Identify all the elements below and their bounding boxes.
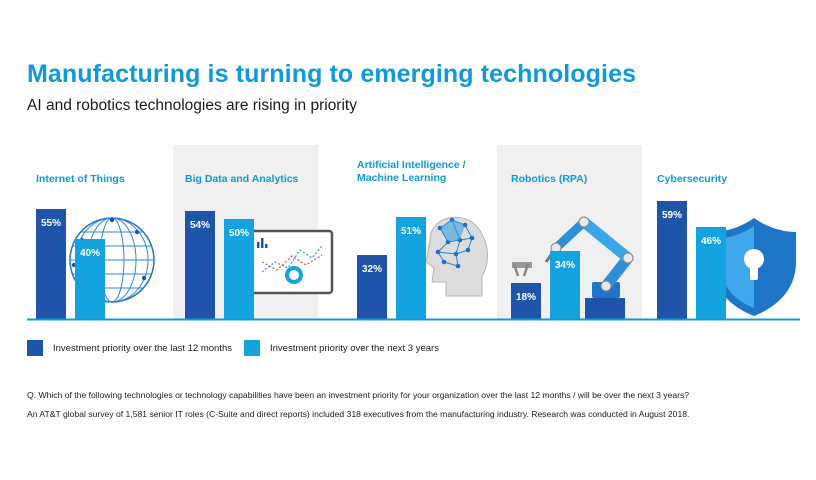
- bar-next3-0: [75, 239, 105, 319]
- bar-last12-3: [511, 283, 541, 319]
- bar-last12-1: [185, 211, 215, 319]
- page-subtitle: AI and robotics technologies are rising …: [27, 97, 357, 114]
- page-title: Manufacturing is turning to emerging tec…: [27, 60, 637, 88]
- bar-chart: Internet of Things Big Data and Analytics…: [27, 145, 800, 321]
- bar-last12-0: [36, 209, 66, 319]
- value-label-last12-3: 18%: [516, 292, 536, 303]
- legend-item-last12: Investment priority over the last 12 mon…: [27, 340, 232, 356]
- bar-last12-4: [657, 201, 687, 319]
- category-label-2-line-0: Artificial Intelligence /: [357, 159, 466, 171]
- value-label-next3-4: 46%: [701, 236, 721, 247]
- value-label-last12-4: 59%: [662, 210, 682, 221]
- category-label-2-line-1: Machine Learning: [357, 172, 446, 184]
- category-label-1: Big Data and Analytics: [185, 173, 299, 185]
- bar-next3-2: [396, 217, 426, 319]
- legend-label-last12: Investment priority over the last 12 mon…: [53, 342, 232, 354]
- bar-next3-3: [550, 251, 580, 319]
- category-label-3: Robotics (RPA): [511, 173, 587, 185]
- bar-last12-2: [357, 255, 387, 319]
- legend-label-next3: Investment priority over the next 3 year…: [270, 342, 439, 354]
- ai-head-icon: [425, 216, 488, 297]
- value-label-last12-2: 32%: [362, 264, 382, 275]
- value-label-next3-1: 50%: [229, 228, 249, 239]
- legend-item-next3: Investment priority over the next 3 year…: [244, 340, 439, 356]
- legend-swatch-next3: [244, 340, 260, 356]
- robot-arm-icon: [512, 216, 634, 319]
- bar-next3-1: [224, 219, 254, 319]
- value-label-next3-2: 51%: [401, 226, 421, 237]
- shield-lock-icon: [712, 218, 796, 316]
- survey-source: An AT&T global survey of 1,581 senior IT…: [27, 409, 690, 419]
- value-label-next3-3: 34%: [555, 260, 575, 271]
- category-label-4: Cybersecurity: [657, 173, 727, 185]
- value-label-last12-1: 54%: [190, 220, 210, 231]
- legend-swatch-last12: [27, 340, 43, 356]
- value-label-next3-0: 40%: [80, 248, 100, 259]
- value-label-last12-0: 55%: [41, 218, 61, 229]
- survey-question: Q. Which of the following technologies o…: [27, 390, 690, 400]
- category-label-0: Internet of Things: [36, 173, 125, 185]
- analytics-screen-icon: [245, 229, 334, 295]
- bar-next3-4: [696, 227, 726, 319]
